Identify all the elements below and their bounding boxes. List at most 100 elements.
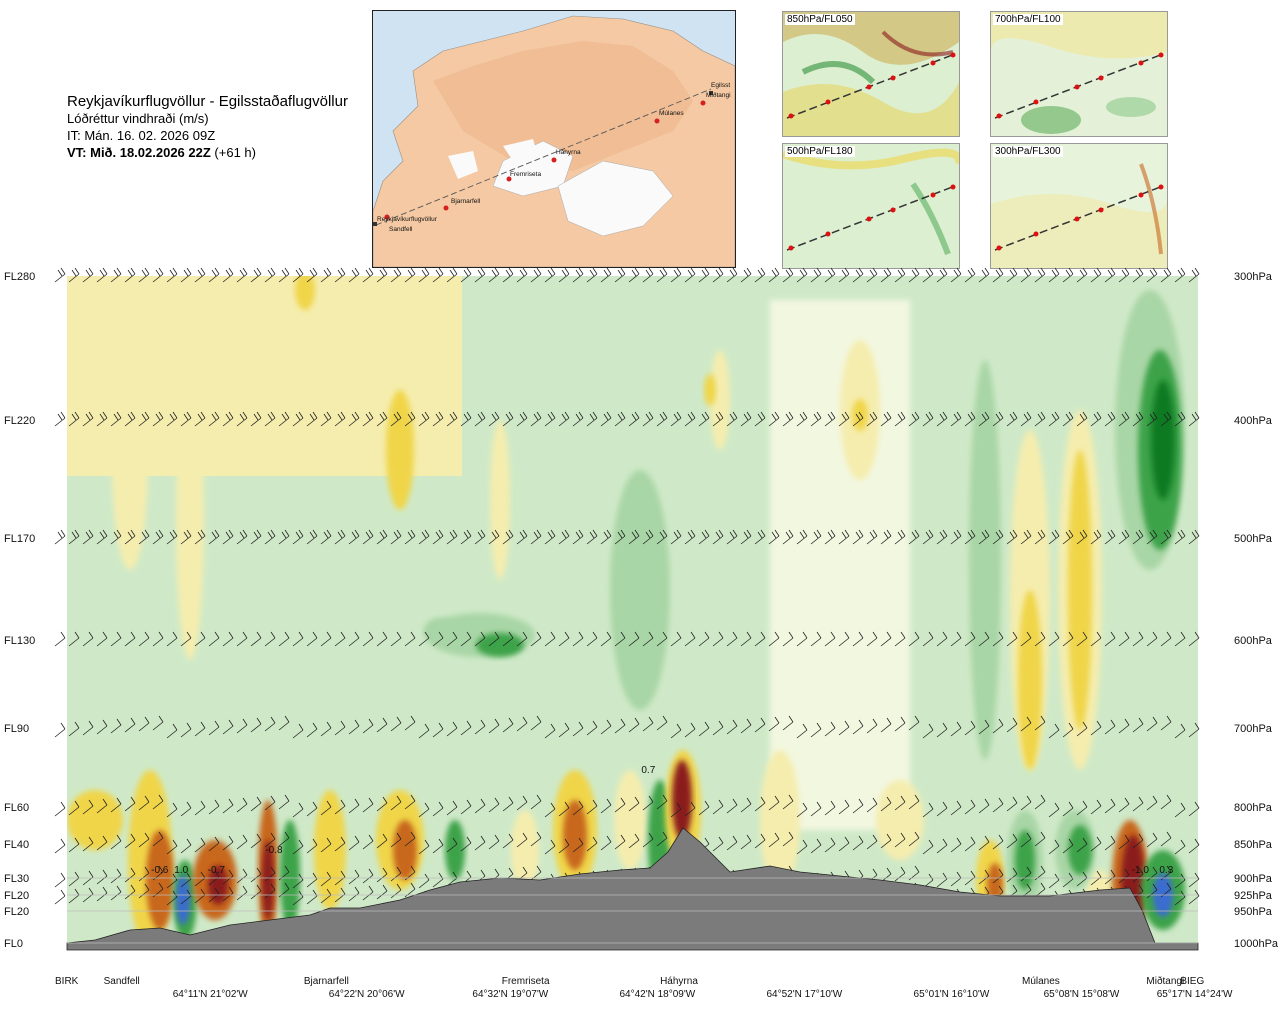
wind-barb <box>110 868 122 884</box>
wind-barb <box>1104 719 1116 735</box>
wind-barb <box>1034 529 1046 545</box>
wind-barb <box>698 800 710 816</box>
wind-barb <box>964 720 976 736</box>
wind-barb <box>866 411 878 427</box>
field-cell-39 <box>614 770 646 870</box>
wind-barb <box>1174 267 1186 283</box>
valid-time: VT: Mið. 18.02.2026 22Z (+61 h) <box>67 144 348 161</box>
wind-barb <box>278 882 290 898</box>
wind-barb <box>292 723 304 739</box>
field-cell-3 <box>386 390 414 510</box>
field-cell-26 <box>176 875 190 925</box>
wind-barb <box>670 411 682 427</box>
wind-barb <box>82 529 94 545</box>
wind-barb <box>894 529 906 545</box>
wind-barb <box>54 889 66 905</box>
wind-barb <box>740 834 752 850</box>
wind-barb <box>880 529 892 545</box>
wind-barb <box>68 800 80 816</box>
wind-barb <box>964 836 976 852</box>
wind-barb <box>1034 715 1046 731</box>
wind-barb <box>306 411 318 427</box>
mini-map-700-svg <box>991 12 1167 136</box>
wind-barb <box>572 837 584 853</box>
wind-barb <box>68 837 80 853</box>
wind-barb <box>124 833 136 849</box>
wind-barb <box>236 797 248 813</box>
wind-barb <box>698 529 710 545</box>
wind-barb <box>1020 529 1032 545</box>
wind-barb <box>166 529 178 545</box>
wind-barb <box>1188 722 1200 738</box>
wind-barb <box>950 837 962 853</box>
fl-label-8: FL20 <box>4 890 29 902</box>
wind-barb <box>978 798 990 814</box>
wind-barb <box>82 267 94 283</box>
wind-barb <box>880 411 892 427</box>
wind-barb <box>418 631 430 647</box>
wind-barb <box>530 411 542 427</box>
wind-barb <box>810 267 822 283</box>
wind-barb <box>82 799 94 815</box>
hpa-label-8: 925hPa <box>1234 890 1273 902</box>
wind-barb <box>698 631 710 647</box>
wind-barb <box>754 631 766 647</box>
wind-barb <box>964 411 976 427</box>
wind-barb <box>390 883 402 899</box>
wind-barb <box>1090 529 1102 545</box>
station-labels: BIRK Sandfell Bjarnarfell Fremriseta Háhyrna… <box>55 975 1204 987</box>
wind-barb <box>796 802 808 818</box>
wind-barb <box>1188 801 1200 817</box>
hpa-label-10: 1000hPa <box>1234 938 1279 950</box>
wind-barb <box>278 715 290 731</box>
wind-barb <box>530 529 542 545</box>
wind-barb <box>68 411 80 427</box>
wind-barb <box>586 411 598 427</box>
wind-barb <box>68 721 80 737</box>
wind-barb <box>1160 411 1172 427</box>
wind-barb <box>614 797 626 813</box>
wind-barb <box>656 631 668 647</box>
wind-barb <box>390 716 402 732</box>
wind-barb <box>54 801 66 817</box>
hpa-label-6: 850hPa <box>1234 839 1273 851</box>
wind-barb <box>642 267 654 283</box>
station-label-3: Fremriseta <box>502 976 550 987</box>
wind-barb <box>1104 267 1116 283</box>
wind-barb <box>1062 411 1074 427</box>
wind-barb <box>1160 794 1172 810</box>
hpa-label-4: 700hPa <box>1234 723 1273 735</box>
wind-barb <box>96 529 108 545</box>
wind-barb <box>530 715 542 731</box>
wind-barb <box>502 529 514 545</box>
wind-barb <box>754 717 766 733</box>
wind-barb <box>880 717 892 733</box>
wind-barb <box>1118 529 1130 545</box>
wind-barb <box>950 871 962 887</box>
wind-barb <box>1146 866 1158 882</box>
wind-barb <box>1188 872 1200 888</box>
field-cell-43 <box>760 750 800 890</box>
wind-barb <box>1006 833 1018 849</box>
field-cell-4 <box>490 420 510 580</box>
wind-barb <box>558 267 570 283</box>
wind-barb <box>754 529 766 545</box>
wind-barb <box>1118 631 1130 647</box>
field-cell-8 <box>610 470 670 710</box>
wind-barb <box>390 795 402 811</box>
wind-barb <box>670 802 682 818</box>
wind-barb <box>992 411 1004 427</box>
wind-barb <box>404 267 416 283</box>
hpa-label-5: 800hPa <box>1234 802 1273 814</box>
wind-barb <box>992 718 1004 734</box>
wind-barb <box>1034 831 1046 847</box>
route-title: Reykjavíkurflugvöllur - Egilsstaðaflugvö… <box>67 93 348 110</box>
wind-barb <box>264 411 276 427</box>
wind-barb <box>740 411 752 427</box>
wind-barb <box>1132 529 1144 545</box>
wind-barb <box>404 882 416 898</box>
wind-barb <box>1006 796 1018 812</box>
wind-barb <box>82 720 94 736</box>
wind-barb <box>460 267 472 283</box>
wind-barb <box>922 631 934 647</box>
